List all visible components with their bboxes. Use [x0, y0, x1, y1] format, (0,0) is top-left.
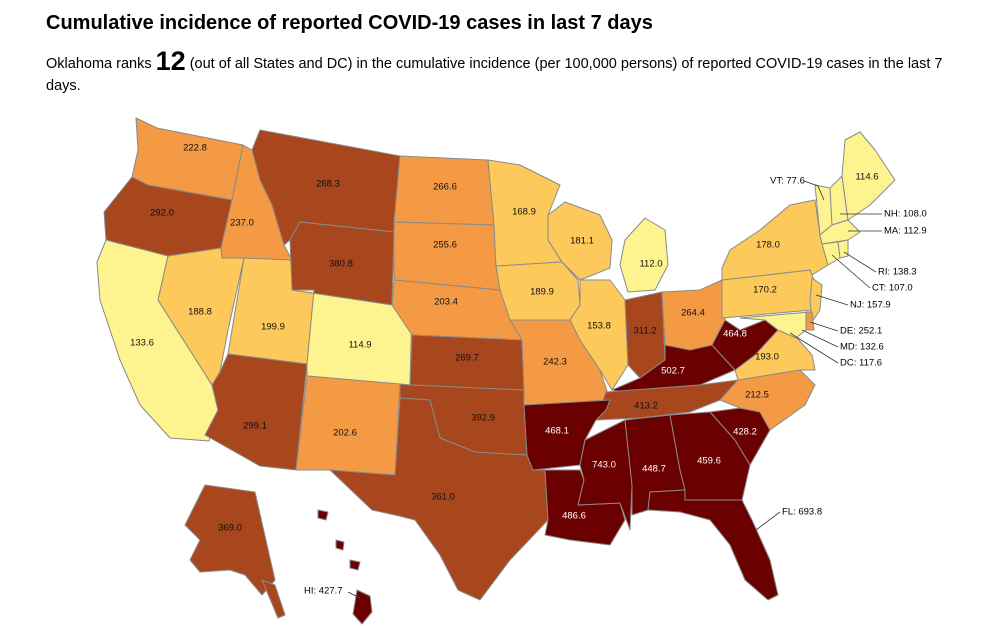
callout-ct: CT: 107.0: [872, 283, 913, 294]
label-ar: 468.1: [545, 426, 569, 437]
rank-prefix: Oklahoma ranks: [46, 56, 152, 72]
state-il[interactable]: [569, 279, 629, 391]
rank-suffix: (out of all States and DC) in the cumula…: [46, 56, 943, 94]
state-nj[interactable]: [809, 277, 823, 323]
label-al: 448.7: [642, 464, 666, 475]
callout-md: MD: 132.6: [840, 342, 884, 353]
label-ne: 203.4: [434, 297, 458, 308]
label-wi: 181.1: [570, 236, 594, 247]
label-ca: 133.6: [130, 338, 154, 349]
label-pa: 170.2: [753, 285, 777, 296]
label-or: 292.0: [150, 208, 174, 219]
label-tn: 413.2: [634, 401, 658, 412]
state-me[interactable]: [841, 131, 896, 221]
label-mo: 242.3: [543, 357, 567, 368]
state-de[interactable]: [805, 311, 815, 331]
leader-md: [801, 329, 839, 348]
label-co: 114.9: [348, 340, 371, 351]
rank-summary: Oklahoma ranks 12 (out of all States and…: [46, 48, 966, 97]
leader-de: [809, 321, 839, 332]
label-ky: 502.7: [661, 366, 685, 377]
state-fl[interactable]: [647, 489, 779, 601]
label-wy: 380.8: [329, 259, 353, 270]
callout-hi: HI: 427.7: [304, 586, 343, 597]
label-va: 193.0: [755, 352, 779, 363]
state-tx[interactable]: [329, 397, 549, 601]
leader-hi: [347, 591, 361, 599]
label-sc: 428.2: [733, 427, 757, 438]
label-az: 299.1: [243, 421, 267, 432]
state-ri[interactable]: [837, 239, 849, 259]
label-wv: 464.8: [723, 329, 747, 340]
label-nc: 212.5: [745, 390, 769, 401]
label-me: 114.6: [855, 172, 878, 183]
label-oh: 264.4: [681, 308, 705, 319]
label-ak: 369.0: [218, 523, 242, 534]
hi-island-kauai: [317, 509, 329, 521]
page-title: Cumulative incidence of reported COVID-1…: [46, 12, 653, 34]
rank-value: 12: [155, 46, 186, 76]
label-ut: 199.9: [261, 322, 285, 333]
state-co[interactable]: [291, 289, 413, 386]
hi-island-oahu: [335, 539, 345, 551]
label-in: 311.2: [633, 326, 656, 337]
leader-dc: [789, 332, 839, 364]
callout-vt: VT: 77.6: [770, 176, 805, 187]
label-sd: 255.6: [433, 240, 457, 251]
leader-ct: [831, 254, 871, 289]
label-ny: 178.0: [756, 240, 780, 251]
state-nc[interactable]: [719, 369, 816, 431]
callout-ma: MA: 112.9: [884, 226, 927, 237]
hi-island-molokai: [349, 559, 361, 571]
callout-de: DE: 252.1: [840, 326, 882, 337]
label-id: 237.0: [230, 218, 254, 229]
leader-vt: [803, 180, 825, 201]
label-ok: 392.9: [471, 413, 495, 424]
label-wa: 222.8: [183, 143, 207, 154]
label-la: 486.6: [562, 511, 586, 522]
callout-dc: DC: 117.6: [840, 358, 882, 369]
label-tx: 361.0: [431, 492, 455, 503]
state-az[interactable]: [204, 353, 308, 471]
leader-nj: [815, 294, 849, 306]
leader-ri: [843, 251, 877, 273]
state-sd[interactable]: [393, 221, 501, 291]
callout-nj: NJ: 157.9: [850, 300, 891, 311]
label-mi: 112.0: [639, 259, 662, 270]
label-ga: 459.6: [697, 456, 721, 467]
label-mt: 268.3: [316, 179, 340, 190]
label-ms: 743.0: [592, 460, 616, 471]
state-wi[interactable]: [547, 201, 613, 281]
label-ia: 189.9: [530, 287, 554, 298]
callout-fl: FL: 693.8: [782, 507, 822, 518]
state-nm[interactable]: [295, 375, 401, 476]
label-mn: 168.9: [512, 207, 536, 218]
state-mi[interactable]: [619, 217, 669, 293]
ak-panhandle: [261, 579, 286, 619]
leader-fl: [755, 511, 781, 531]
state-nv[interactable]: [157, 247, 245, 386]
callout-nh: NH: 108.0: [884, 209, 927, 220]
callout-ri: RI: 138.3: [878, 267, 917, 278]
state-ak[interactable]: [184, 484, 276, 596]
label-nm: 202.6: [333, 428, 357, 439]
label-nd: 266.6: [433, 182, 457, 193]
hi-island-big[interactable]: [352, 589, 373, 625]
label-nv: 188.8: [188, 307, 212, 318]
label-ks: 269.7: [455, 353, 479, 364]
label-il: 153.8: [587, 321, 611, 332]
